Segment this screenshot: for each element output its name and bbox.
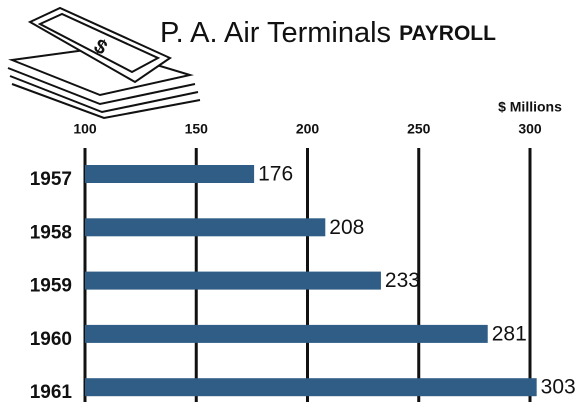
x-tick-label: 100 (73, 121, 97, 137)
value-label: 233 (385, 269, 420, 292)
x-tick-label: 150 (185, 121, 209, 137)
x-tick-label: 300 (518, 121, 542, 137)
y-tick-label: 1961 (30, 382, 73, 402)
y-tick-label: 1958 (30, 222, 72, 243)
chart: $ P. A. Air Terminals PAYROLL $ Millions… (0, 0, 578, 402)
chart-title: P. A. Air Terminals PAYROLL (160, 17, 496, 49)
y-tick-label: 1960 (30, 329, 72, 350)
axis-unit: $ Millions (498, 99, 562, 115)
x-tick-label: 200 (296, 121, 320, 137)
y-tick-label: 1959 (30, 276, 72, 297)
title-text: P. A. Air Terminals (160, 17, 391, 49)
value-label: 281 (492, 322, 527, 345)
bar (85, 325, 488, 343)
y-tick-label: 1957 (30, 169, 72, 190)
bar (85, 165, 254, 183)
bar (85, 272, 381, 290)
value-label: 208 (329, 216, 364, 239)
value-label: 303 (541, 376, 576, 399)
value-label: 176 (258, 163, 293, 186)
x-tick-label: 250 (407, 121, 431, 137)
bar (85, 218, 325, 236)
title-emphasis: PAYROLL (399, 22, 496, 45)
page: $ P. A. Air Terminals PAYROLL $ Millions… (0, 0, 578, 402)
bar (85, 378, 537, 396)
